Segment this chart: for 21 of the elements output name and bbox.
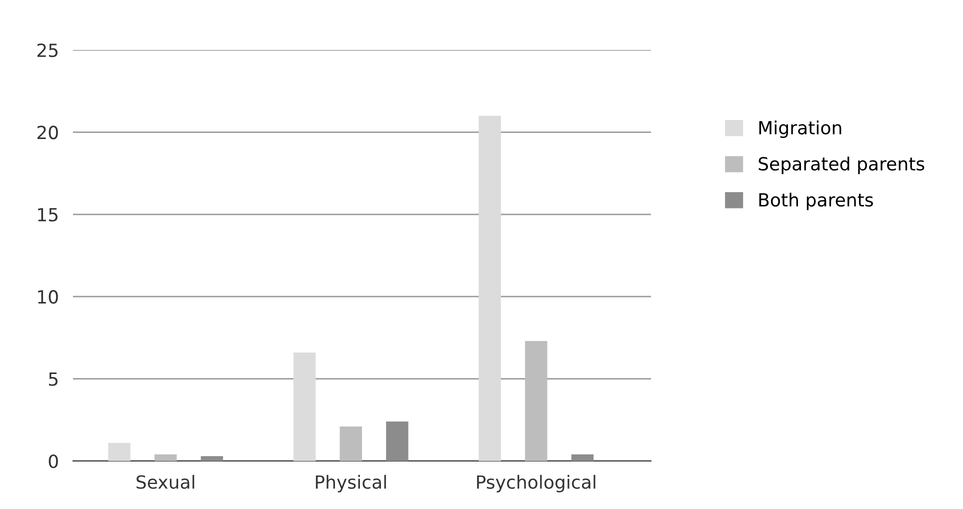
bar xyxy=(525,340,548,461)
y-tick-label: 25 xyxy=(37,43,58,58)
legend-label: Separated parents xyxy=(758,156,924,174)
bar xyxy=(386,422,408,461)
bar xyxy=(293,352,316,461)
y-tick-label: 20 xyxy=(37,126,58,140)
y-tick-label: 0 xyxy=(48,454,58,468)
y-tick-label: 15 xyxy=(38,208,58,222)
y-tick-label: 5 xyxy=(49,372,58,386)
x-tick-label: Physical xyxy=(316,474,386,492)
bar xyxy=(478,116,501,461)
legend-label: Both parents xyxy=(759,192,873,210)
bar xyxy=(340,426,362,461)
bar xyxy=(571,454,594,461)
bar xyxy=(154,454,177,461)
bar xyxy=(108,442,130,461)
x-tick-label: Psychological xyxy=(477,474,596,492)
x-tick-label: Sexual xyxy=(136,474,194,489)
bar xyxy=(200,456,224,461)
legend-label: Migration xyxy=(759,120,842,138)
y-tick-label: 10 xyxy=(38,290,58,304)
